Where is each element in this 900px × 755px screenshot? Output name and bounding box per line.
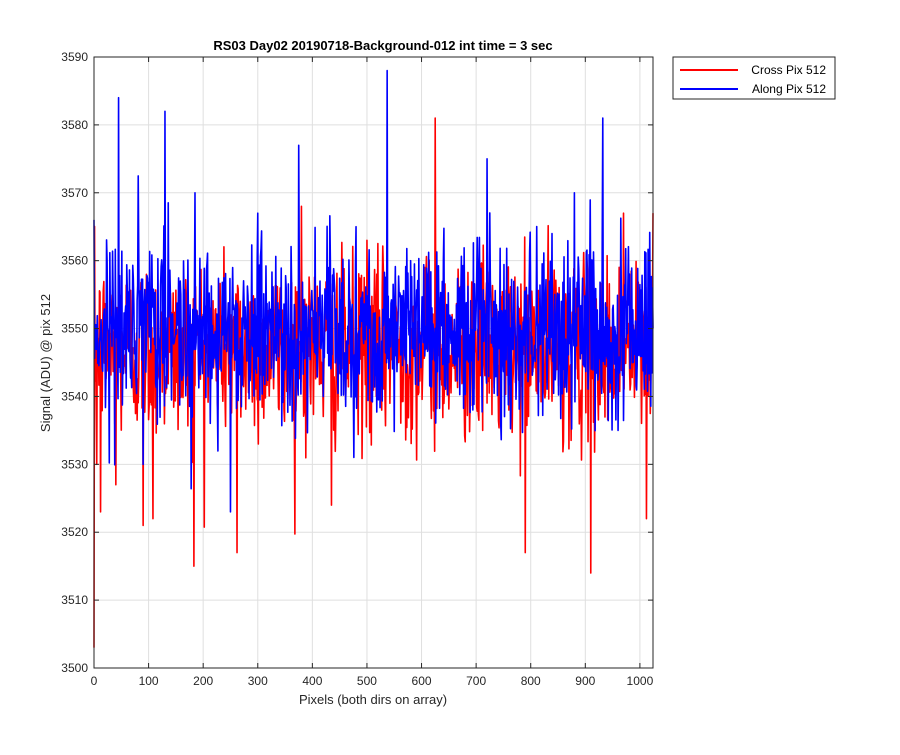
legend-label-cross: Cross Pix 512 xyxy=(751,63,826,77)
series-line-along xyxy=(93,69,654,513)
x-axis-label: Pixels (both dirs on array) xyxy=(299,692,447,707)
y-tick-label: 3500 xyxy=(61,661,88,675)
series-group xyxy=(93,69,654,648)
x-tick-label: 800 xyxy=(521,674,541,688)
y-tick-label: 3570 xyxy=(61,186,88,200)
legend-label-along: Along Pix 512 xyxy=(752,82,826,96)
y-axis-label: Signal (ADU) @ pix 512 xyxy=(38,294,53,432)
x-tick-label: 500 xyxy=(357,674,377,688)
axes xyxy=(93,56,654,669)
x-tick-label: 700 xyxy=(466,674,486,688)
legend: Cross Pix 512 Along Pix 512 xyxy=(672,56,836,100)
y-tick-label: 3550 xyxy=(61,322,88,336)
ticks: 0 100 200 300 400 500 600 700 800 900 1000 3500 3510… xyxy=(61,50,653,688)
x-tick-label: 100 xyxy=(139,674,159,688)
x-tick-label: 600 xyxy=(412,674,432,688)
x-tick-label: 400 xyxy=(302,674,322,688)
x-tick-label: 200 xyxy=(193,674,213,688)
y-tick-label: 3560 xyxy=(61,254,88,268)
y-tick-label: 3520 xyxy=(61,525,88,539)
y-tick-label: 3530 xyxy=(61,457,88,471)
y-tick-label: 3540 xyxy=(61,389,88,403)
y-tick-label: 3510 xyxy=(61,593,88,607)
x-tick-label: 900 xyxy=(575,674,595,688)
x-tick-label: 300 xyxy=(248,674,268,688)
y-tick-label: 3590 xyxy=(61,50,88,64)
legend-box xyxy=(672,56,836,100)
y-tick-label: 3580 xyxy=(61,118,88,132)
axes-box xyxy=(93,56,654,669)
chart-title: RS03 Day02 20190718-Background-012 int t… xyxy=(213,38,552,53)
x-tick-label: 0 xyxy=(91,674,98,688)
x-tick-label: 1000 xyxy=(627,674,654,688)
